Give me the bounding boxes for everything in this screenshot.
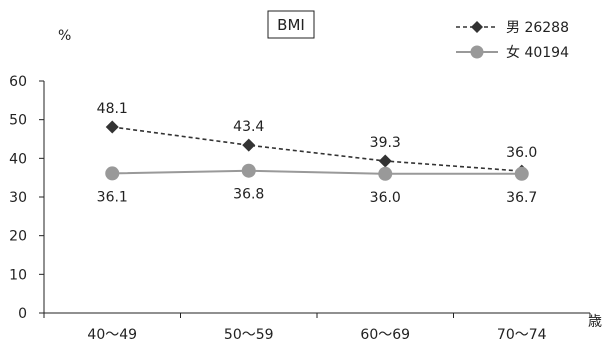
data-label: 36.8 — [233, 187, 264, 203]
chart-title-text: BMI — [277, 16, 305, 34]
x-tick-label: 50～59 — [224, 327, 274, 343]
y-tick-label: 30 — [9, 190, 27, 206]
legend-marker-circle — [470, 45, 484, 59]
y-axis-label: % — [58, 28, 71, 44]
data-label: 36.0 — [370, 190, 401, 206]
x-tick-label: 60～69 — [360, 327, 410, 343]
x-tick-label: 40～49 — [87, 327, 137, 343]
series-layer: 48.1 43.4 39.3 36.0 36.1 36.8 36.0 36.7 — [97, 101, 538, 206]
y-tick-label: 20 — [9, 229, 27, 245]
data-point-marker — [105, 166, 120, 181]
legend-marker-diamond — [471, 21, 483, 33]
data-label: 36.7 — [506, 190, 537, 206]
axes: 0 10 20 30 40 50 60 40～49 50～59 60～69 70～74 — [9, 74, 591, 343]
y-tick-label: 40 — [9, 151, 27, 167]
series-40194: 36.1 36.8 36.0 36.7 — [97, 163, 537, 206]
series-26288: 48.1 43.4 39.3 36.0 — [97, 101, 537, 178]
legend: 男 26288 女 40194 — [456, 20, 569, 61]
series-line — [112, 126, 522, 172]
data-point-marker — [378, 154, 392, 168]
data-point-marker — [105, 120, 119, 134]
legend-label: 女 40194 — [506, 44, 569, 61]
x-tick-label: 70～74 — [497, 327, 547, 343]
data-label: 39.3 — [370, 135, 401, 151]
data-point-marker — [242, 138, 256, 152]
data-label: 36.1 — [97, 189, 128, 205]
data-label: 43.4 — [233, 119, 264, 135]
data-point-marker — [514, 166, 529, 181]
legend-label: 男 26288 — [506, 20, 569, 36]
series-line — [112, 169, 522, 175]
chart-title: BMI — [267, 10, 315, 39]
data-point-marker — [378, 166, 393, 181]
y-tick-label: 60 — [9, 74, 27, 90]
y-tick-label: 50 — [9, 113, 27, 129]
data-label: 48.1 — [97, 101, 128, 117]
y-tick-label: 10 — [9, 267, 27, 283]
x-axis-label: 歳 — [588, 314, 602, 330]
data-label: 36.0 — [506, 145, 537, 161]
data-point-marker — [241, 163, 256, 178]
chart-title-box — [267, 10, 315, 39]
y-tick-label: 0 — [18, 306, 27, 322]
